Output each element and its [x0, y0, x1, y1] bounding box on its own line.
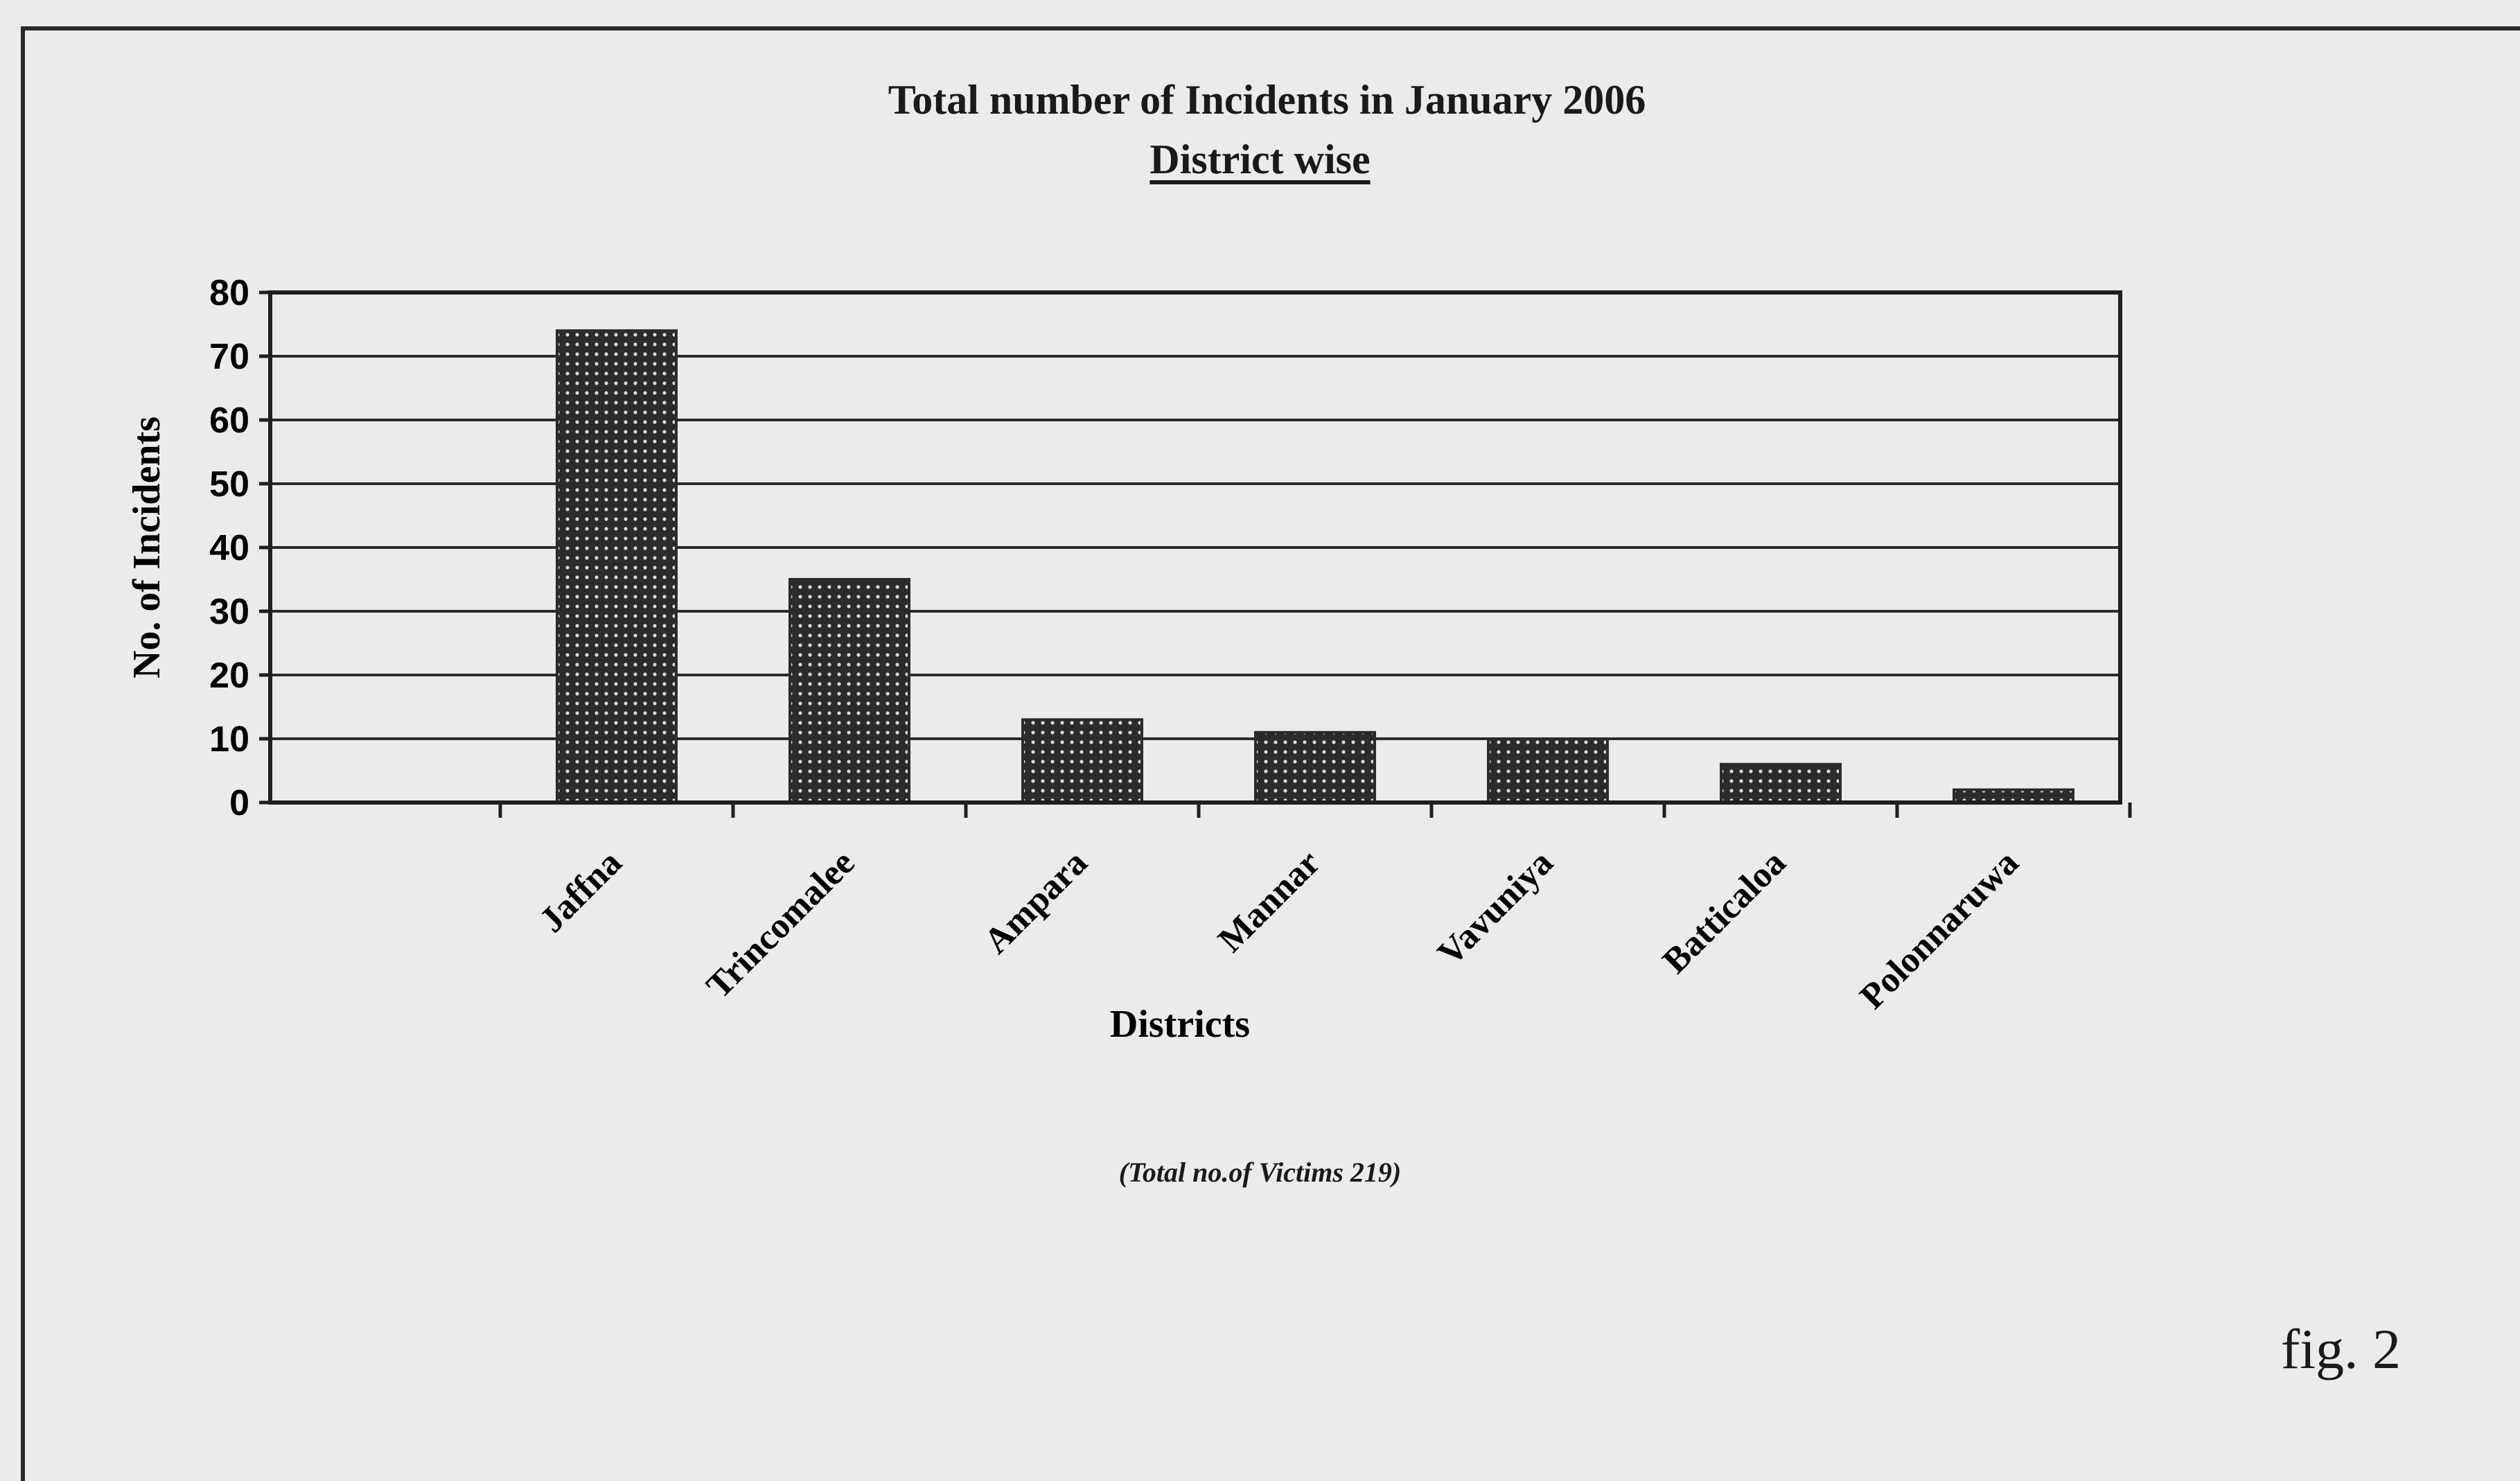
- y-tick-label: 40: [209, 528, 249, 568]
- victims-note: (Total no.of Victims 219): [1118, 1157, 1402, 1188]
- x-tick-label: Trincomalee: [699, 843, 863, 1006]
- bar-ampara: [1021, 718, 1143, 805]
- x-tick-label: Polonnaruwa: [1853, 843, 2027, 1017]
- x-tick-label: Vavuniya: [1430, 843, 1560, 973]
- x-axis-label: Districts: [1110, 1003, 1250, 1046]
- bar-batticaloa: [1720, 762, 1842, 805]
- y-tick-label: 0: [229, 783, 249, 823]
- chart-title: Total number of Incidents in January 200…: [888, 77, 1646, 123]
- x-tick-label: Ampara: [976, 843, 1095, 961]
- y-axis-label: No. of Incidents: [125, 417, 168, 678]
- bar-trincomalee: [788, 578, 910, 804]
- y-tick-label: 20: [209, 656, 249, 696]
- y-tick-label: 30: [209, 592, 249, 632]
- bar-mannar: [1254, 730, 1376, 805]
- figure-frame: [21, 26, 2520, 1481]
- x-axis-ticks: Jaffna Trincomalee Ampara Mannar Vavuniya Bat…: [498, 803, 2132, 1017]
- x-tick-label: Jaffna: [532, 843, 629, 940]
- chart-subtitle: District wise: [1149, 137, 1371, 182]
- y-axis-ticks: 0 10 20 30 40 50 60 70 80: [209, 273, 270, 823]
- x-tick-label: Mannar: [1210, 843, 1328, 960]
- bars: [556, 329, 2074, 805]
- y-tick-label: 80: [209, 273, 249, 313]
- y-tick-label: 50: [209, 464, 249, 505]
- x-tick-label: Batticaloa: [1655, 843, 1794, 981]
- y-tick-label: 10: [209, 719, 249, 760]
- gridlines: [270, 291, 2120, 804]
- figure-label: fig. 2: [2280, 1317, 2401, 1381]
- bar-jaffna: [556, 329, 678, 804]
- y-tick-label: 60: [209, 401, 249, 441]
- bar-vavuniya: [1487, 737, 1609, 804]
- y-tick-label: 70: [209, 337, 249, 377]
